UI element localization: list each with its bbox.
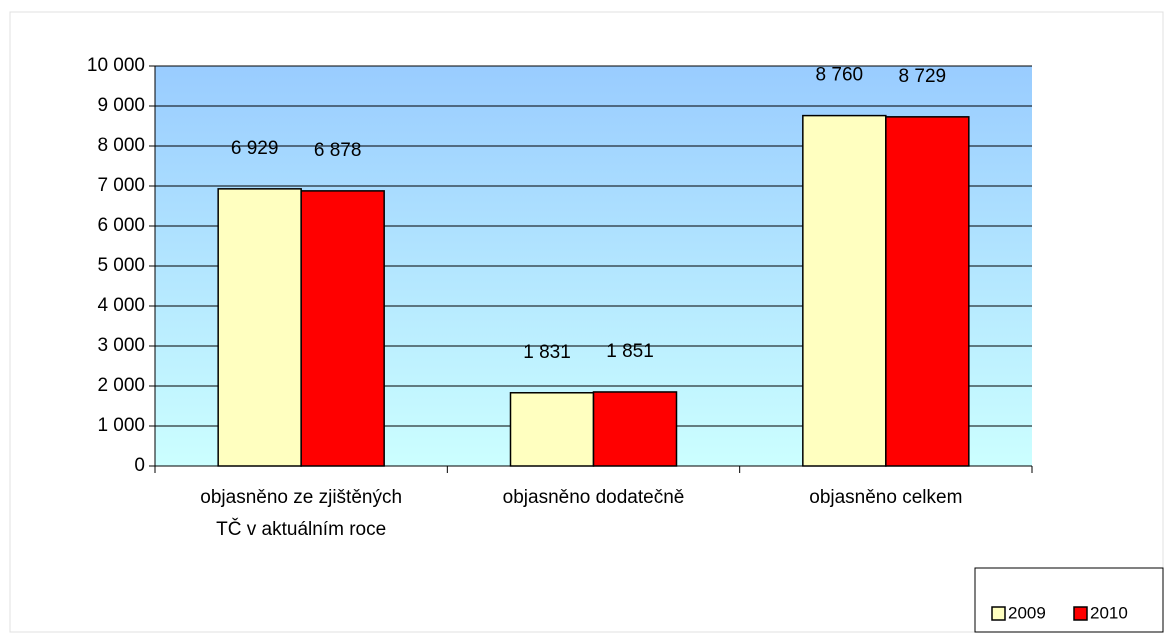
y-tick-label: 8 000 — [97, 135, 145, 156]
y-tick-label: 2 000 — [97, 375, 145, 396]
legend-label: 2010 — [1090, 603, 1128, 622]
value-label: 1 831 — [523, 342, 571, 363]
chart-border — [9, 11, 1164, 633]
bar — [217, 188, 302, 467]
y-tick-label: 3 000 — [97, 335, 145, 356]
x-tick-label: objasněno ze zjištěných TČ v aktuálním r… — [200, 487, 403, 540]
bar — [300, 190, 385, 467]
y-tick-label: 5 000 — [97, 255, 145, 276]
value-label: 8 760 — [816, 65, 864, 86]
y-tick-label: 6 000 — [97, 215, 145, 236]
legend-swatch — [991, 606, 1006, 621]
y-tick-label: 9 000 — [97, 95, 145, 116]
bar — [885, 116, 970, 467]
y-tick-label: 0 — [134, 455, 145, 476]
y-tick-label: 1 000 — [97, 415, 145, 436]
bar — [592, 391, 678, 467]
x-tick-label: objasněno celkem — [809, 487, 963, 508]
legend-box — [974, 567, 1164, 633]
value-label: 8 729 — [899, 66, 947, 87]
y-tick-label: 10 000 — [87, 55, 145, 76]
legend-swatch — [1073, 606, 1088, 621]
y-tick-label: 7 000 — [97, 175, 145, 196]
value-label: 6 878 — [314, 140, 362, 161]
value-label: 1 851 — [606, 341, 654, 362]
y-tick-label: 4 000 — [97, 295, 145, 316]
legend-label: 2009 — [1008, 603, 1046, 622]
bar — [802, 114, 887, 467]
bar — [509, 392, 595, 467]
x-tick-label: objasněno dodatečně — [502, 487, 685, 508]
value-label: 6 929 — [231, 138, 279, 159]
